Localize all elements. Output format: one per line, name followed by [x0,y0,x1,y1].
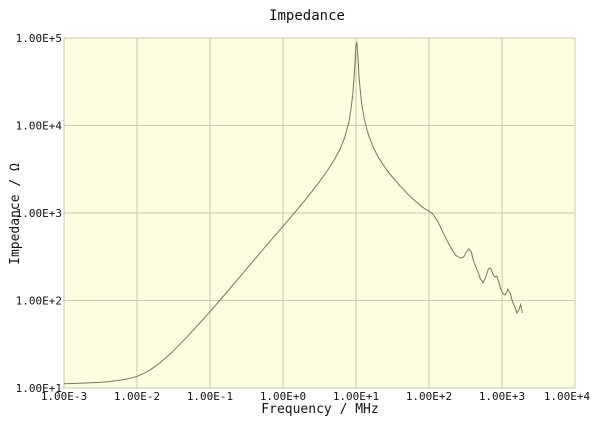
x-tick-label: 1.00E+0 [260,390,306,403]
y-tick-label: 1.00E+3 [16,207,62,220]
y-tick-label: 1.00E+4 [16,120,63,133]
y-axis-label: Impedance / Ω [8,163,23,265]
plot-frame [63,37,576,389]
x-tick-label: 1.00E-3 [41,390,87,403]
y-tick-labels: 1.00E+1 1.00E+2 1.00E+3 1.00E+4 1.00E+5 [16,32,63,395]
x-tick-label: 1.00E-2 [114,390,160,403]
x-tick-label: 1.00E+1 [333,390,379,403]
x-tick-label: 1.00E-1 [187,390,233,403]
x-tick-label: 1.00E+2 [406,390,452,403]
y-tick-label: 1.00E+1 [16,382,62,395]
x-axis-label: Frequency / MHz [261,402,378,417]
impedance-series-line [63,41,523,385]
y-tick-label: 1.00E+5 [16,32,62,45]
chart-title: Impedance [269,8,345,24]
x-tick-label: 1.00E+4 [544,390,591,403]
x-tick-labels: 1.00E-3 1.00E-2 1.00E-1 1.00E+0 1.00E+1 1.00E… [41,390,591,403]
y-tick-label: 1.00E+2 [16,295,62,308]
x-tick-label: 1.00E+3 [479,390,525,403]
